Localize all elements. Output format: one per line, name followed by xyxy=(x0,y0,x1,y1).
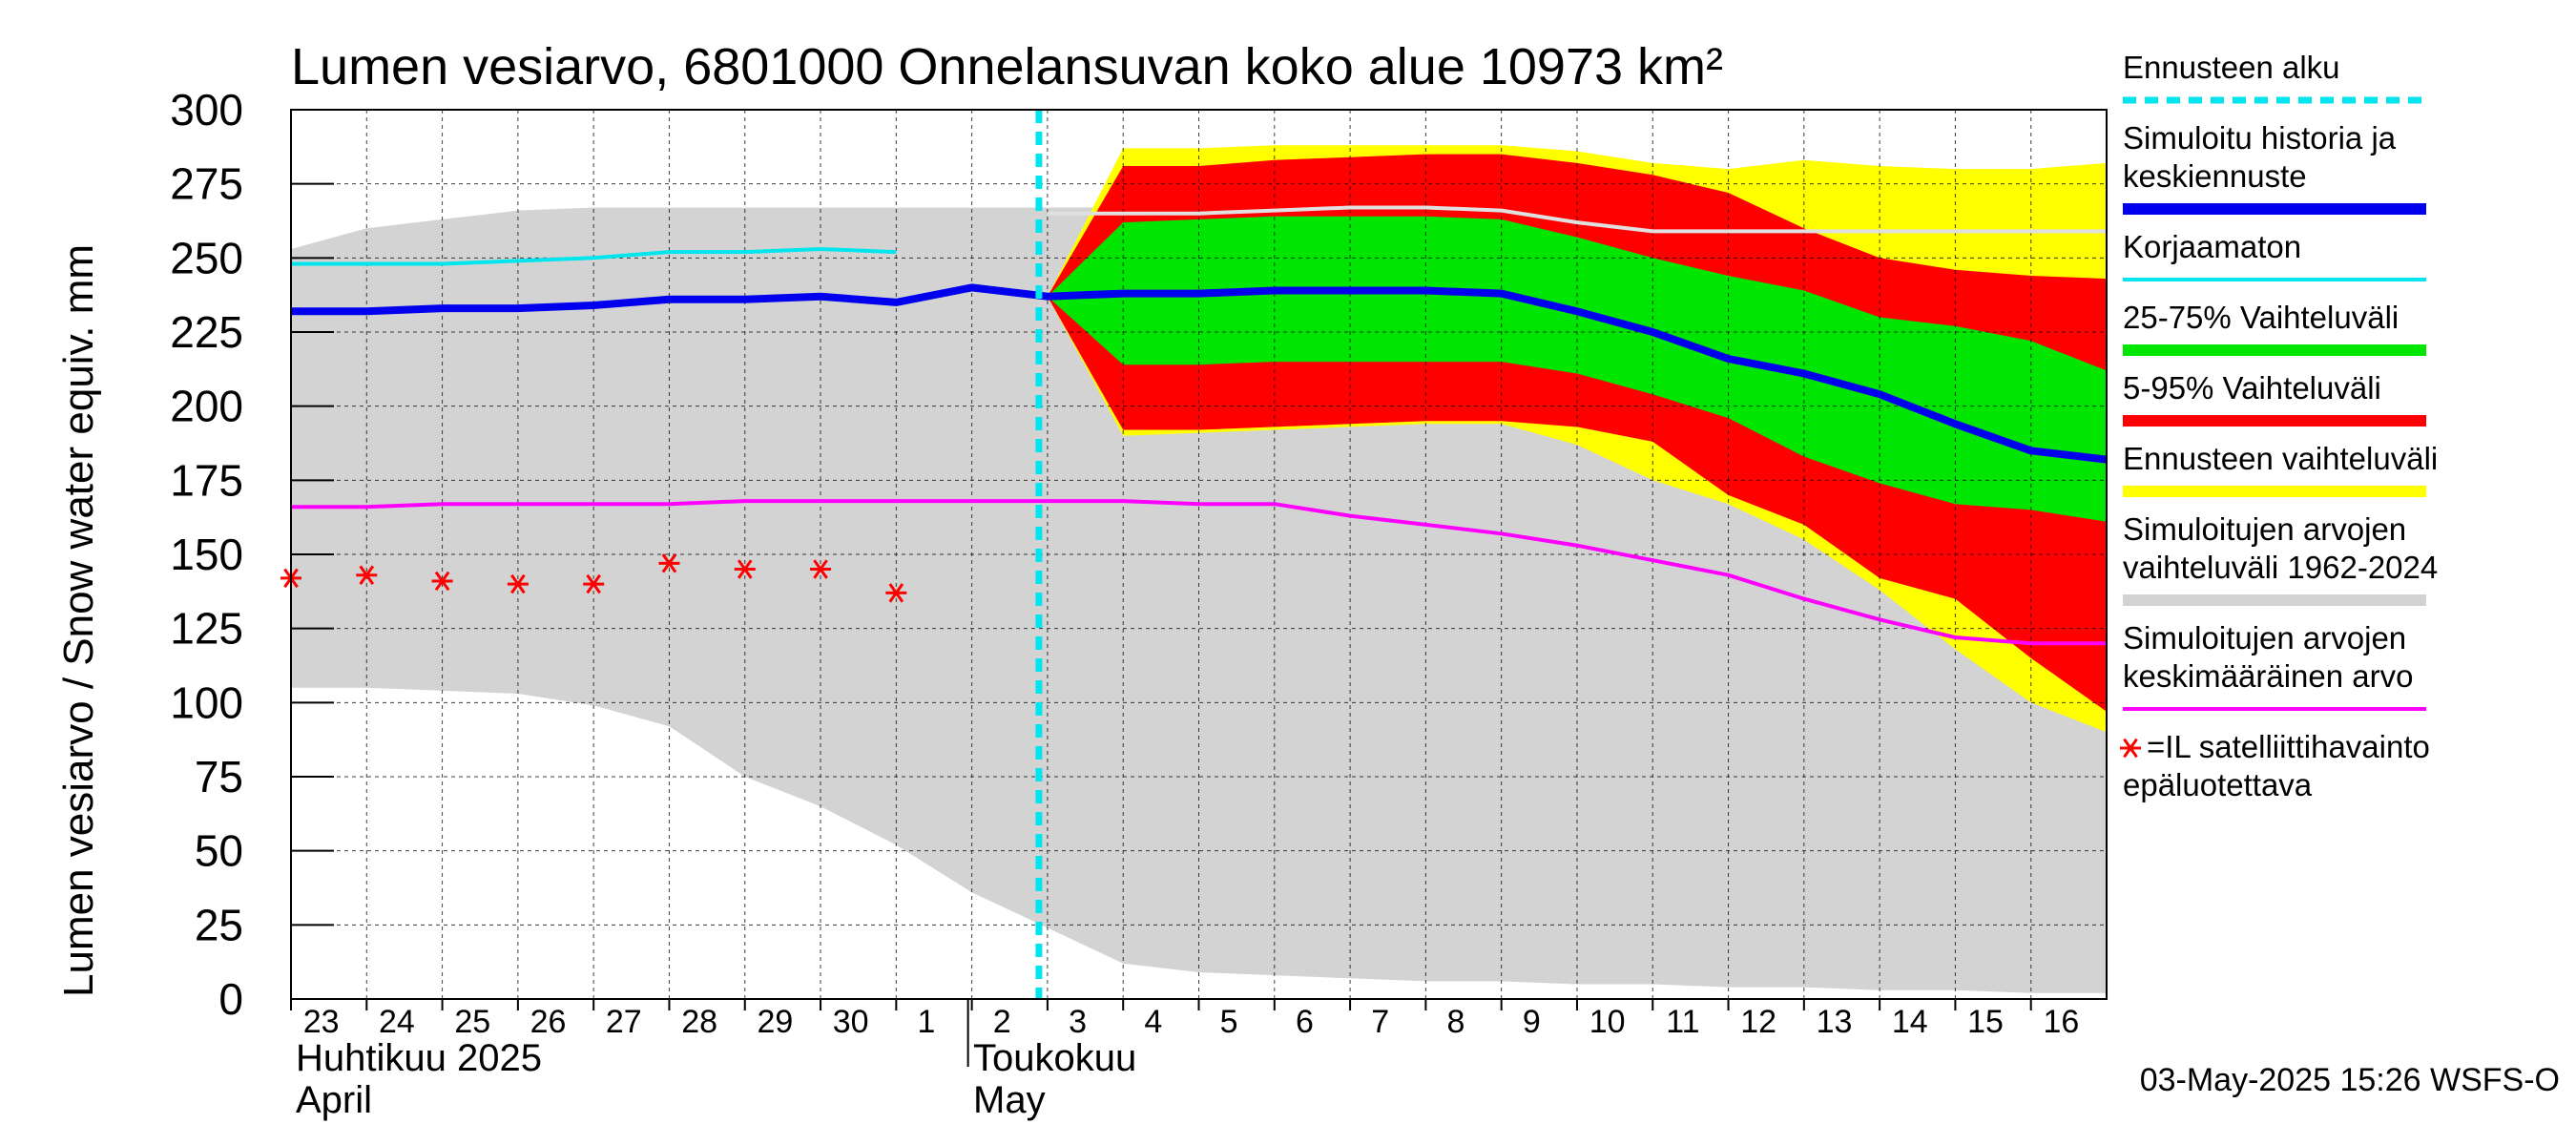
observation-marker xyxy=(885,583,907,603)
y-tick-label: 200 xyxy=(170,382,243,431)
legend-label: Simuloitujen arvojen xyxy=(2123,620,2406,656)
month-label: Toukokuu xyxy=(973,1037,1136,1079)
x-tick-label: 28 xyxy=(681,1004,717,1040)
legend-label: Ennusteen vaihteluväli xyxy=(2123,441,2438,476)
x-tick-label: 23 xyxy=(303,1004,340,1040)
month-label-en: May xyxy=(973,1079,1046,1121)
legend-label: 25-75% Vaihteluväli xyxy=(2123,300,2399,335)
marker-stroke xyxy=(813,559,828,579)
legend-label: 5-95% Vaihteluväli xyxy=(2123,370,2381,406)
y-tick-label: 100 xyxy=(170,677,243,727)
x-tick-label: 3 xyxy=(1069,1004,1087,1040)
month-label: Huhtikuu 2025 xyxy=(296,1037,542,1079)
x-tick-label: 25 xyxy=(454,1004,490,1040)
x-tick-label: 10 xyxy=(1589,1004,1626,1040)
x-tick-label: 1 xyxy=(918,1004,936,1040)
chart-title: Lumen vesiarvo, 6801000 Onnelansuvan kok… xyxy=(291,38,1723,95)
x-tick-label: 27 xyxy=(606,1004,642,1040)
y-tick-label: 275 xyxy=(170,159,243,209)
marker-stroke xyxy=(510,573,526,594)
legend-label: Simuloitu historia ja xyxy=(2123,120,2397,156)
y-tick-label: 50 xyxy=(195,826,243,876)
legend-label: =IL satelliittihavainto xyxy=(2147,729,2430,764)
legend-label: Simuloitujen arvojen xyxy=(2123,511,2406,547)
x-tick-label: 9 xyxy=(1523,1004,1541,1040)
legend-marker xyxy=(2120,738,2141,759)
x-tick-label: 8 xyxy=(1447,1004,1465,1040)
x-tick-label: 16 xyxy=(2043,1004,2079,1040)
observation-marker xyxy=(734,559,756,579)
legend-label: keskiennuste xyxy=(2123,158,2307,194)
y-axis-label: Lumen vesiarvo / Snow water equiv. mm xyxy=(55,244,102,997)
month-label-en: April xyxy=(296,1079,372,1121)
y-tick-label: 25 xyxy=(195,900,243,949)
y-tick-label: 175 xyxy=(170,455,243,505)
plot-area xyxy=(280,110,2108,999)
observation-marker xyxy=(658,553,680,573)
observation-marker xyxy=(356,565,378,585)
x-tick-label: 15 xyxy=(1967,1004,2004,1040)
timestamp: 03-May-2025 15:26 WSFS-O xyxy=(2140,1062,2560,1098)
y-tick-label: 125 xyxy=(170,604,243,654)
x-tick-label: 30 xyxy=(833,1004,869,1040)
marker-stroke xyxy=(888,583,904,603)
x-tick-label: 13 xyxy=(1817,1004,1853,1040)
y-tick-label: 0 xyxy=(218,974,243,1024)
marker-stroke xyxy=(2123,738,2138,759)
y-tick-label: 150 xyxy=(170,530,243,579)
y-tick-label: 75 xyxy=(195,752,243,802)
observation-marker xyxy=(507,573,529,594)
legend-label: keskimääräinen arvo xyxy=(2123,658,2413,694)
legend-label: Korjaamaton xyxy=(2123,229,2301,264)
line-korjaamaton-ennuste xyxy=(1047,205,2107,234)
x-tick-label: 7 xyxy=(1371,1004,1389,1040)
line-simuloitu-historia-ja-keskiennuste xyxy=(291,283,2108,464)
marker-stroke xyxy=(737,559,753,579)
observation-marker xyxy=(583,573,605,594)
legend-item: 25-75% Vaihteluväli xyxy=(2123,300,2426,356)
line-korjaamaton xyxy=(291,247,897,266)
x-tick-label: 29 xyxy=(757,1004,793,1040)
x-tick-label: 26 xyxy=(530,1004,567,1040)
observation-marker xyxy=(810,559,832,579)
y-tick-label: 225 xyxy=(170,307,243,357)
x-tick-label: 2 xyxy=(993,1004,1011,1040)
x-tick-label: 24 xyxy=(379,1004,415,1040)
x-tick-label: 6 xyxy=(1296,1004,1314,1040)
observation-marker xyxy=(431,571,453,592)
marker-stroke xyxy=(434,571,450,592)
x-tick-label: 4 xyxy=(1144,1004,1162,1040)
legend-label: vaihteluväli 1962-2024 xyxy=(2123,550,2438,585)
legend-item: Korjaamaton xyxy=(2123,229,2426,281)
legend-label: epäluotettava xyxy=(2123,767,2313,802)
x-tick-label: 5 xyxy=(1220,1004,1238,1040)
x-tick-label: 14 xyxy=(1892,1004,1928,1040)
marker-stroke xyxy=(661,553,677,573)
marker-stroke xyxy=(586,573,601,594)
legend-item: 5-95% Vaihteluväli xyxy=(2123,370,2426,427)
y-tick-label: 300 xyxy=(170,85,243,135)
legend-item: Ennusteen alku xyxy=(2123,50,2426,104)
x-tick-label: 11 xyxy=(1666,1004,1699,1040)
line-simuloitujen-arvojen-keskim-r-inen-arvo xyxy=(291,499,2107,646)
y-tick-label: 250 xyxy=(170,233,243,282)
legend-label: Ennusteen alku xyxy=(2123,50,2340,85)
legend-item: Ennusteen vaihteluväli xyxy=(2123,441,2438,497)
x-tick-label: 12 xyxy=(1740,1004,1776,1040)
marker-stroke xyxy=(359,565,375,585)
